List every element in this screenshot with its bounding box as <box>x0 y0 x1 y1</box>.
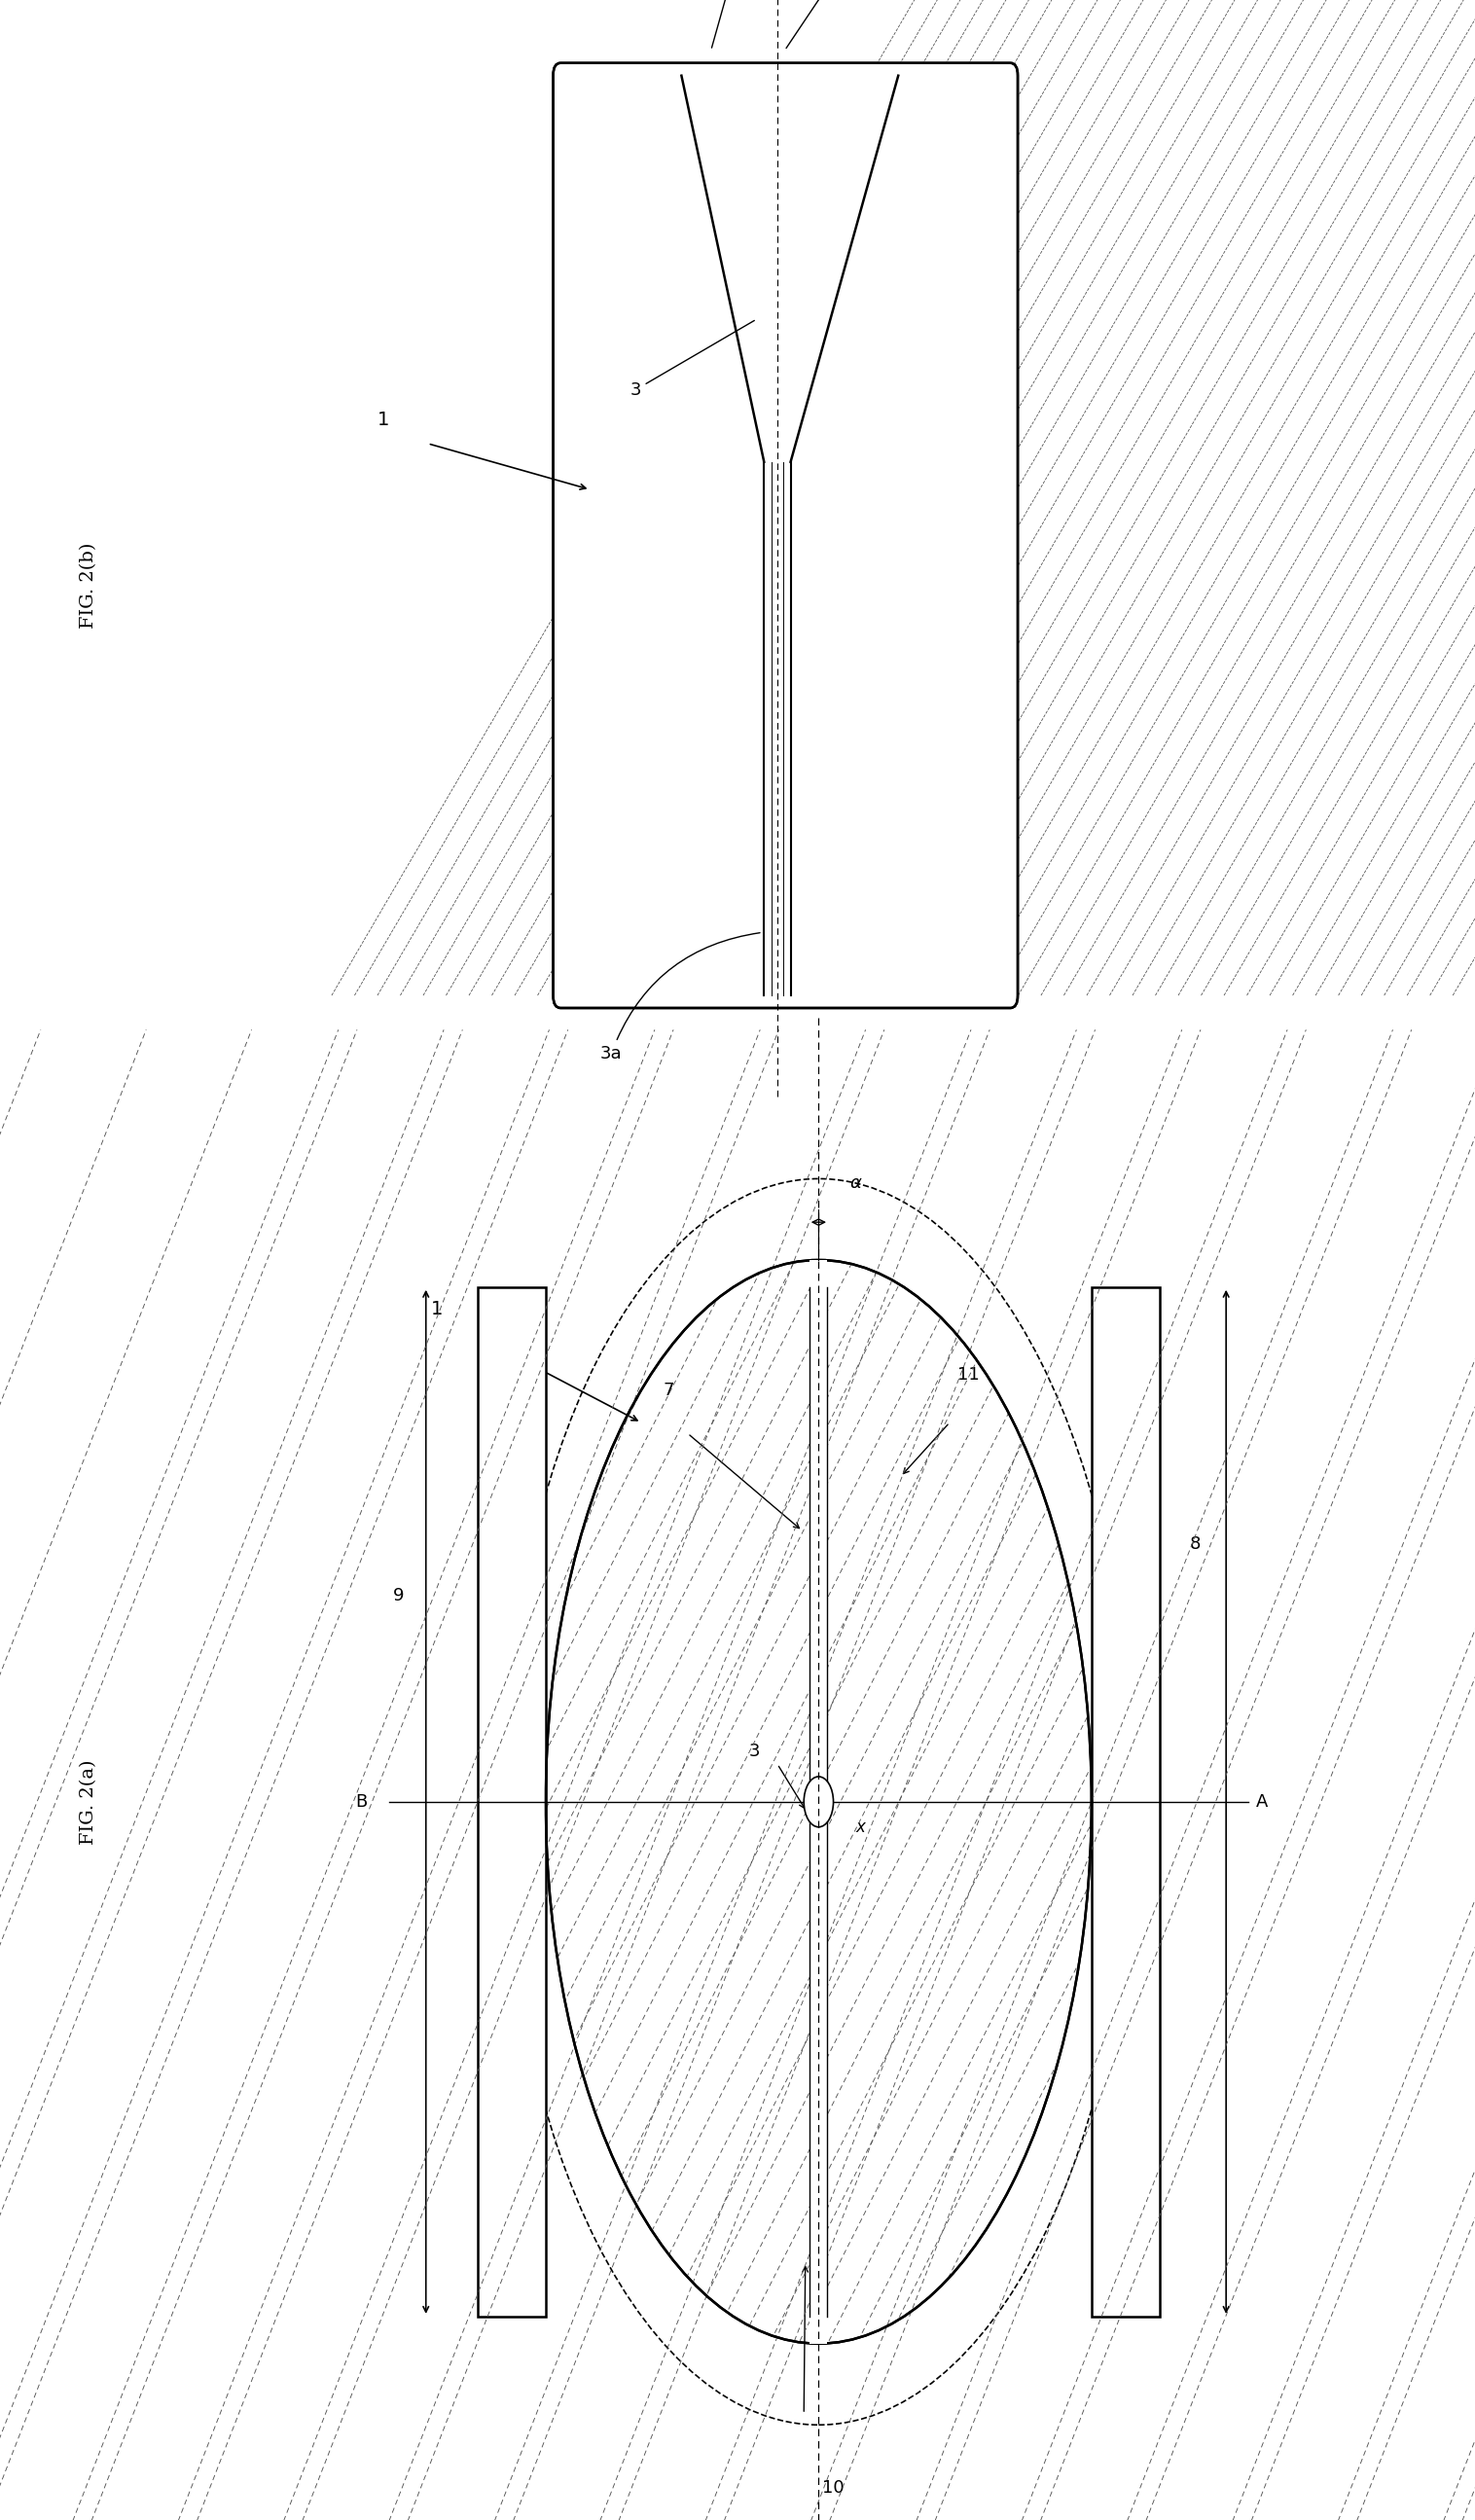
Text: 3: 3 <box>630 320 754 398</box>
Ellipse shape <box>546 1260 1092 2344</box>
Text: 1: 1 <box>378 411 389 428</box>
Text: 10: 10 <box>823 2480 844 2497</box>
Text: A: A <box>1255 1794 1267 1809</box>
Text: x: x <box>856 1819 866 1835</box>
Text: 3: 3 <box>748 1744 760 1759</box>
Text: α: α <box>850 1174 861 1192</box>
Text: FIG. 2(a): FIG. 2(a) <box>80 1759 97 1845</box>
Text: 7: 7 <box>662 1381 674 1399</box>
Bar <box>810 1260 827 2344</box>
Text: 8: 8 <box>1189 1535 1201 1552</box>
Polygon shape <box>681 76 898 995</box>
FancyBboxPatch shape <box>553 63 1018 1008</box>
Circle shape <box>804 1777 833 1827</box>
Text: 3x: 3x <box>786 0 858 48</box>
Text: FIG. 2(b): FIG. 2(b) <box>80 542 97 630</box>
Bar <box>1092 1288 1159 2316</box>
Text: 3a: 3a <box>600 932 760 1063</box>
Text: 9: 9 <box>392 1588 404 1605</box>
Text: B: B <box>355 1794 367 1809</box>
Text: 3b: 3b <box>711 0 755 48</box>
Bar <box>478 1288 546 2316</box>
Text: 1: 1 <box>431 1300 442 1318</box>
Text: 11: 11 <box>957 1366 979 1383</box>
